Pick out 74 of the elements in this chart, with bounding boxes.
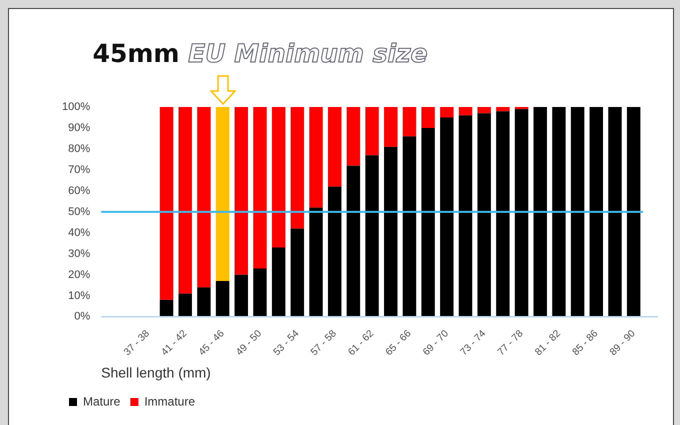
bar <box>534 107 547 317</box>
x-tick-label: 37 - 38 <box>122 328 152 358</box>
bar <box>253 268 267 317</box>
bar <box>328 186 342 317</box>
bar <box>496 111 510 317</box>
bar <box>458 115 472 317</box>
bar <box>216 281 230 317</box>
x-tick-label: 49 - 50 <box>234 328 264 358</box>
x-tick-label: 57 - 58 <box>308 328 340 358</box>
y-tick-label: 60% <box>68 184 90 197</box>
bar <box>384 146 398 317</box>
bar <box>178 107 192 294</box>
bar <box>178 294 192 317</box>
bar <box>477 107 491 114</box>
y-tick-label: 30% <box>68 248 90 260</box>
chart-title: 45mm EU Minimum size <box>92 39 428 68</box>
bar <box>626 107 640 317</box>
bar <box>365 107 379 156</box>
y-tick-label: 50% <box>68 206 90 218</box>
y-tick-label: 10% <box>68 290 90 302</box>
bar <box>346 166 360 317</box>
x-axis-title: Shell length (mm) <box>101 364 211 380</box>
bar <box>514 109 528 317</box>
bar <box>216 107 230 282</box>
bar <box>197 287 211 317</box>
bar <box>421 128 435 317</box>
bar <box>346 107 360 166</box>
bar <box>309 208 323 317</box>
bar <box>290 228 304 317</box>
bar <box>402 136 416 317</box>
legend-label: Mature <box>83 394 121 408</box>
bar <box>290 107 304 229</box>
bar <box>590 107 604 317</box>
y-tick-label: 40% <box>68 226 90 239</box>
bar <box>160 300 174 317</box>
x-tick-label: 41 - 42 <box>159 328 190 358</box>
bar <box>328 107 342 187</box>
bar <box>160 107 174 300</box>
bar <box>440 107 454 118</box>
x-tick-label: 69 - 70 <box>421 328 452 358</box>
x-tick-label: 81 - 82 <box>533 328 564 358</box>
y-tick-label: 20% <box>68 268 90 281</box>
x-tick-label: 77 - 78 <box>496 328 526 358</box>
bar <box>608 107 622 317</box>
x-tick-label: 45 - 46 <box>196 328 227 358</box>
x-tick-label: 61 - 62 <box>346 328 376 358</box>
bar <box>234 274 248 317</box>
bar <box>477 113 491 317</box>
x-tick-label: 65 - 66 <box>384 328 414 358</box>
bar <box>440 117 454 317</box>
bar <box>496 107 510 112</box>
y-tick-label: 80% <box>68 142 90 155</box>
bar <box>384 107 398 147</box>
x-tick-label: 73 - 74 <box>458 328 489 358</box>
y-tick-label: 100% <box>62 101 90 114</box>
x-tick-label: 53 - 54 <box>272 328 302 358</box>
bar <box>402 107 416 136</box>
x-tick-label: 85 - 86 <box>570 328 601 358</box>
bar <box>458 107 472 116</box>
y-tick-label: 0% <box>74 310 90 323</box>
bar <box>234 107 248 275</box>
bar <box>570 107 584 317</box>
bar <box>272 107 286 248</box>
bar <box>552 107 566 317</box>
bar <box>309 107 323 208</box>
y-tick-label: 70% <box>68 164 90 176</box>
legend-label: Immature <box>144 394 196 408</box>
x-tick-label: 89 - 90 <box>608 328 638 358</box>
bar <box>365 155 379 317</box>
bar <box>421 107 435 128</box>
y-tick-label: 90% <box>68 122 90 134</box>
bar <box>197 107 211 288</box>
bar <box>253 107 267 268</box>
bar <box>272 248 286 317</box>
